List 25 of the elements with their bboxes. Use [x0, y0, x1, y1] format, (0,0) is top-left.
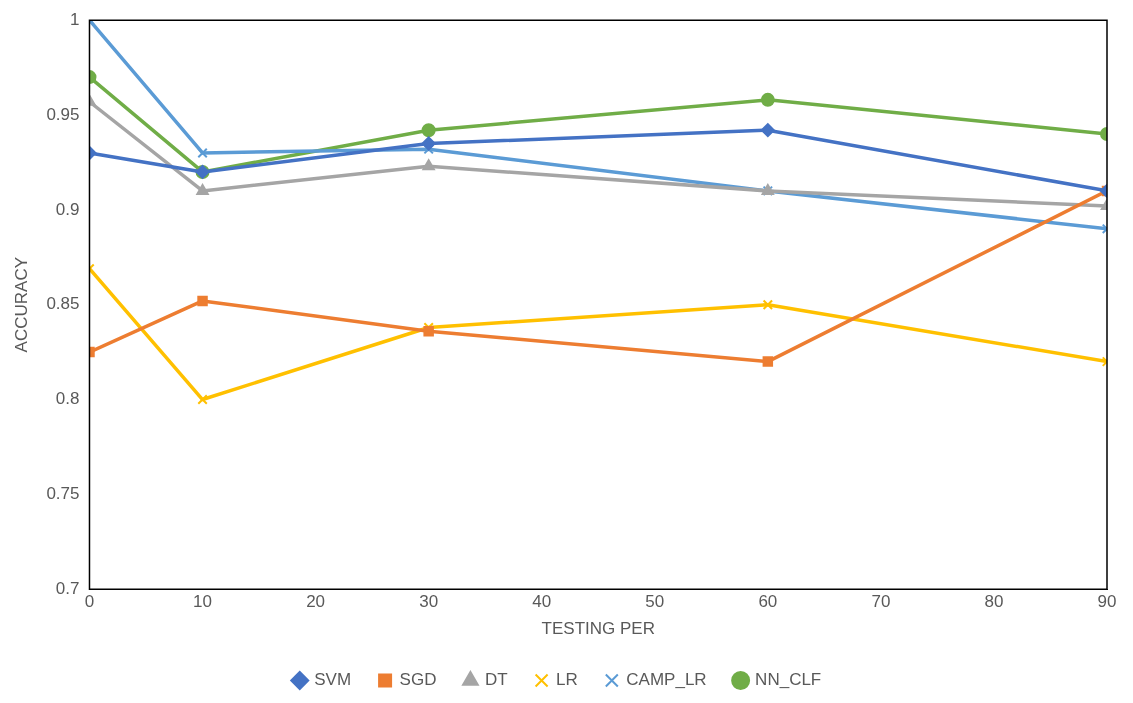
x-tick-label: 40 [532, 592, 552, 612]
legend-label: NN_CLF [755, 670, 822, 690]
x-tick-label: 10 [193, 592, 212, 612]
y-tick-label: 0.7 [55, 578, 80, 598]
x-tick-label: 20 [306, 592, 326, 612]
x-tick-label: 30 [419, 592, 439, 612]
y-tick-label: 0.8 [55, 389, 80, 409]
y-tick-label: 0.95 [46, 104, 80, 124]
y-tick-label: 0.75 [46, 484, 80, 504]
legend-label: CAMP_LR [626, 670, 707, 690]
x-tick-label: 0 [84, 592, 95, 612]
x-tick-label: 60 [758, 592, 778, 612]
x-axis-title: TESTING PER [541, 619, 655, 639]
legend-label: DT [484, 670, 508, 690]
y-tick-label: 1 [70, 9, 80, 29]
x-tick-label: 50 [645, 592, 665, 612]
y-tick-label: 0.9 [55, 199, 80, 219]
legend-label: SVM [314, 670, 352, 690]
x-tick-label: 80 [984, 592, 1004, 612]
legend-label: LR [556, 670, 578, 690]
x-tick-label: 90 [1097, 592, 1117, 612]
x-tick-label: 70 [871, 592, 891, 612]
y-axis-title: ACCURACY [11, 257, 31, 353]
y-tick-label: 0.85 [46, 294, 80, 314]
legend-label: SGD [399, 670, 437, 690]
